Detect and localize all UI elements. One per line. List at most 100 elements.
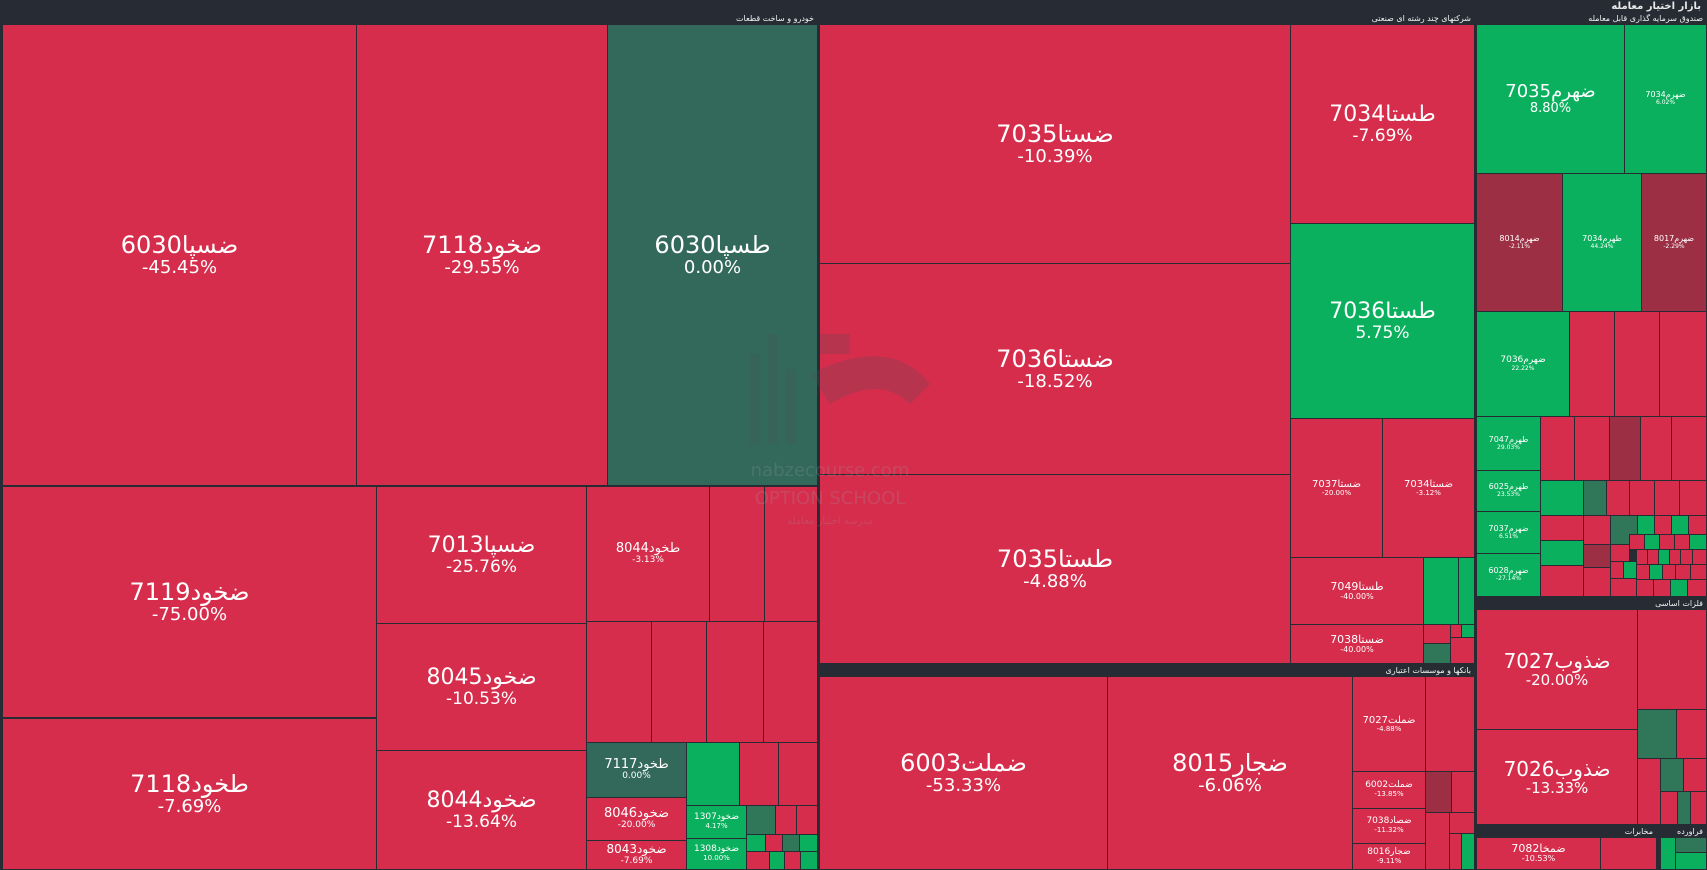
tile-small[interactable] xyxy=(1675,564,1691,580)
tile-small[interactable] xyxy=(1606,480,1630,516)
tile-small[interactable] xyxy=(1660,837,1676,870)
tile-small[interactable] xyxy=(782,834,800,852)
tile-small[interactable] xyxy=(746,834,766,852)
tile-small[interactable] xyxy=(1654,515,1672,535)
tile-small[interactable] xyxy=(1644,534,1660,550)
tile-small[interactable] xyxy=(1687,579,1707,597)
tile-1-2[interactable]: ضستا7036 -18.52% xyxy=(819,263,1291,475)
tile-small[interactable] xyxy=(1540,480,1584,516)
tile-0-0[interactable]: ضسپا6030 -45.45% xyxy=(2,24,357,486)
tile-small[interactable] xyxy=(1450,637,1475,664)
tile-5-0[interactable]: ضمخا7082 -10.53% xyxy=(1476,837,1601,870)
tile-small[interactable] xyxy=(1609,416,1641,481)
tile-small[interactable] xyxy=(1675,837,1707,853)
tile-small[interactable] xyxy=(1569,311,1615,417)
tile-small[interactable] xyxy=(1637,609,1707,710)
tile-small[interactable] xyxy=(764,486,818,622)
tile-1-0[interactable]: ضستا7035 -10.39% xyxy=(819,24,1291,264)
tile-3-8[interactable]: ضهرم7037 6.51% xyxy=(1476,511,1541,554)
tile-small[interactable] xyxy=(1637,709,1677,759)
tile-0-2[interactable]: طسپا6030 0.00% xyxy=(607,24,818,486)
tile-1-7[interactable]: طستا7049 -40.00% xyxy=(1290,557,1424,625)
tile-3-3[interactable]: طهرم7034 44.24% xyxy=(1562,173,1642,312)
tile-small[interactable] xyxy=(1683,758,1707,792)
tile-small[interactable] xyxy=(775,805,797,835)
tile-small[interactable] xyxy=(1649,564,1663,580)
tile-small[interactable] xyxy=(1540,416,1575,481)
tile-small[interactable] xyxy=(1636,564,1650,580)
tile-small[interactable] xyxy=(1600,837,1657,870)
tile-small[interactable] xyxy=(1677,791,1691,825)
tile-0-13[interactable]: ضخود1308 10.00% xyxy=(686,838,747,870)
tile-2-2[interactable]: ضملت7027 -4.88% xyxy=(1352,676,1426,772)
tile-small[interactable] xyxy=(1451,771,1475,813)
tile-small[interactable] xyxy=(651,621,707,743)
tile-small[interactable] xyxy=(1540,540,1584,566)
tile-3-6[interactable]: طهرم7047 29.03% xyxy=(1476,416,1541,471)
tile-3-0[interactable]: ضهرم7035 8.80% xyxy=(1476,24,1625,174)
tile-4-1[interactable]: ضذوب7026 -13.33% xyxy=(1476,729,1638,825)
tile-small[interactable] xyxy=(1636,579,1654,597)
tile-small[interactable] xyxy=(1676,709,1707,759)
tile-3-2[interactable]: ضهرم8014 -2.11% xyxy=(1476,173,1563,312)
tile-small[interactable] xyxy=(1688,515,1707,535)
tile-small[interactable] xyxy=(1671,416,1707,481)
tile-small[interactable] xyxy=(709,486,765,622)
tile-2-5[interactable]: ضجار8016 -9.11% xyxy=(1352,843,1426,870)
tile-small[interactable] xyxy=(1675,852,1707,870)
tile-small[interactable] xyxy=(739,742,779,806)
tile-small[interactable] xyxy=(746,805,776,835)
tile-small[interactable] xyxy=(1461,833,1475,870)
tile-small[interactable] xyxy=(1670,579,1688,597)
tile-small[interactable] xyxy=(1425,812,1450,870)
tile-small[interactable] xyxy=(1449,812,1475,834)
tile-3-1[interactable]: ضهرم7034 6.02% xyxy=(1624,24,1707,174)
tile-small[interactable] xyxy=(769,851,785,870)
tile-1-3[interactable]: طستا7036 5.75% xyxy=(1290,223,1475,419)
tile-small[interactable] xyxy=(1654,480,1680,516)
tile-0-10[interactable]: ضخود8046 -20.00% xyxy=(586,797,687,841)
tile-small[interactable] xyxy=(1662,564,1676,580)
tile-small[interactable] xyxy=(1629,534,1645,550)
tile-small[interactable] xyxy=(1423,624,1451,644)
tile-small[interactable] xyxy=(1690,564,1707,580)
tile-small[interactable] xyxy=(1425,771,1452,813)
tile-small[interactable] xyxy=(686,742,740,806)
tile-small[interactable] xyxy=(800,851,818,870)
tile-small[interactable] xyxy=(1610,561,1624,579)
tile-4-0[interactable]: ضذوب7027 -20.00% xyxy=(1476,609,1638,730)
tile-small[interactable] xyxy=(1679,480,1707,516)
tile-1-6[interactable]: ضستا7034 -3.12% xyxy=(1382,418,1475,558)
tile-small[interactable] xyxy=(1623,561,1637,579)
tile-0-3[interactable]: ضخود7119 -75.00% xyxy=(2,486,377,718)
tile-1-5[interactable]: ضستا7037 -20.00% xyxy=(1290,418,1383,558)
tile-3-4[interactable]: ضهرم8017 -2.29% xyxy=(1641,173,1707,312)
tile-0-6[interactable]: ضخود8045 -10.53% xyxy=(376,623,587,751)
tile-small[interactable] xyxy=(1540,565,1584,597)
tile-small[interactable] xyxy=(1629,480,1655,516)
tile-0-5[interactable]: طخود8044 -3.13% xyxy=(586,486,710,622)
tile-small[interactable] xyxy=(1583,567,1611,597)
tile-small[interactable] xyxy=(1659,311,1707,417)
tile-1-1[interactable]: طستا7034 -7.69% xyxy=(1290,24,1475,224)
tile-small[interactable] xyxy=(1458,557,1475,625)
tile-1-8[interactable]: ضستا7038 -40.00% xyxy=(1290,624,1424,664)
tile-0-4[interactable]: ضسپا7013 -25.76% xyxy=(376,486,587,624)
tile-small[interactable] xyxy=(1671,515,1689,535)
tile-3-5[interactable]: ضهرم7036 22.22% xyxy=(1476,311,1570,417)
tile-small[interactable] xyxy=(1583,480,1607,516)
tile-small[interactable] xyxy=(1610,578,1637,597)
tile-1-4[interactable]: طستا7035 -4.88% xyxy=(819,474,1291,664)
tile-small[interactable] xyxy=(1583,515,1611,545)
tile-0-8[interactable]: ضخود8044 -13.64% xyxy=(376,750,587,870)
tile-small[interactable] xyxy=(1425,676,1475,772)
tile-small[interactable] xyxy=(799,834,818,852)
tile-small[interactable] xyxy=(586,621,652,743)
tile-0-11[interactable]: ضخود8043 -7.69% xyxy=(586,840,687,870)
tile-small[interactable] xyxy=(1692,549,1707,565)
tile-small[interactable] xyxy=(763,621,818,743)
tile-small[interactable] xyxy=(778,742,818,806)
tile-small[interactable] xyxy=(1637,515,1655,535)
tile-small[interactable] xyxy=(1660,758,1684,792)
tile-small[interactable] xyxy=(1540,515,1584,541)
